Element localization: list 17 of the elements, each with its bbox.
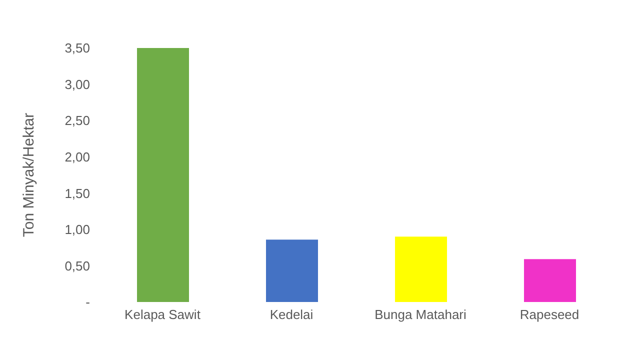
y-tick-label: 1,50 [64,186,90,201]
y-tick-label: 1,00 [64,222,90,238]
y-tick-label: - [86,294,90,310]
x-tick-label: Kedelai [270,307,314,322]
x-tick-label: Rapeseed [520,307,580,322]
y-tick-label: 0,50 [64,258,90,274]
y-tick-label: 2,50 [64,113,90,128]
y-axis-title: Ton Minyak/Hektar [20,112,38,238]
bar [524,259,576,302]
x-tick-label: Bunga Matahari [374,307,466,322]
x-tick-label: Kelapa Sawit [124,307,201,322]
bar [266,240,318,302]
y-tick-label: 3,50 [64,40,90,56]
bar [137,48,189,302]
y-tick-label: 3,00 [64,76,90,92]
bar [395,236,447,302]
y-tick-label: 2,00 [64,149,90,164]
